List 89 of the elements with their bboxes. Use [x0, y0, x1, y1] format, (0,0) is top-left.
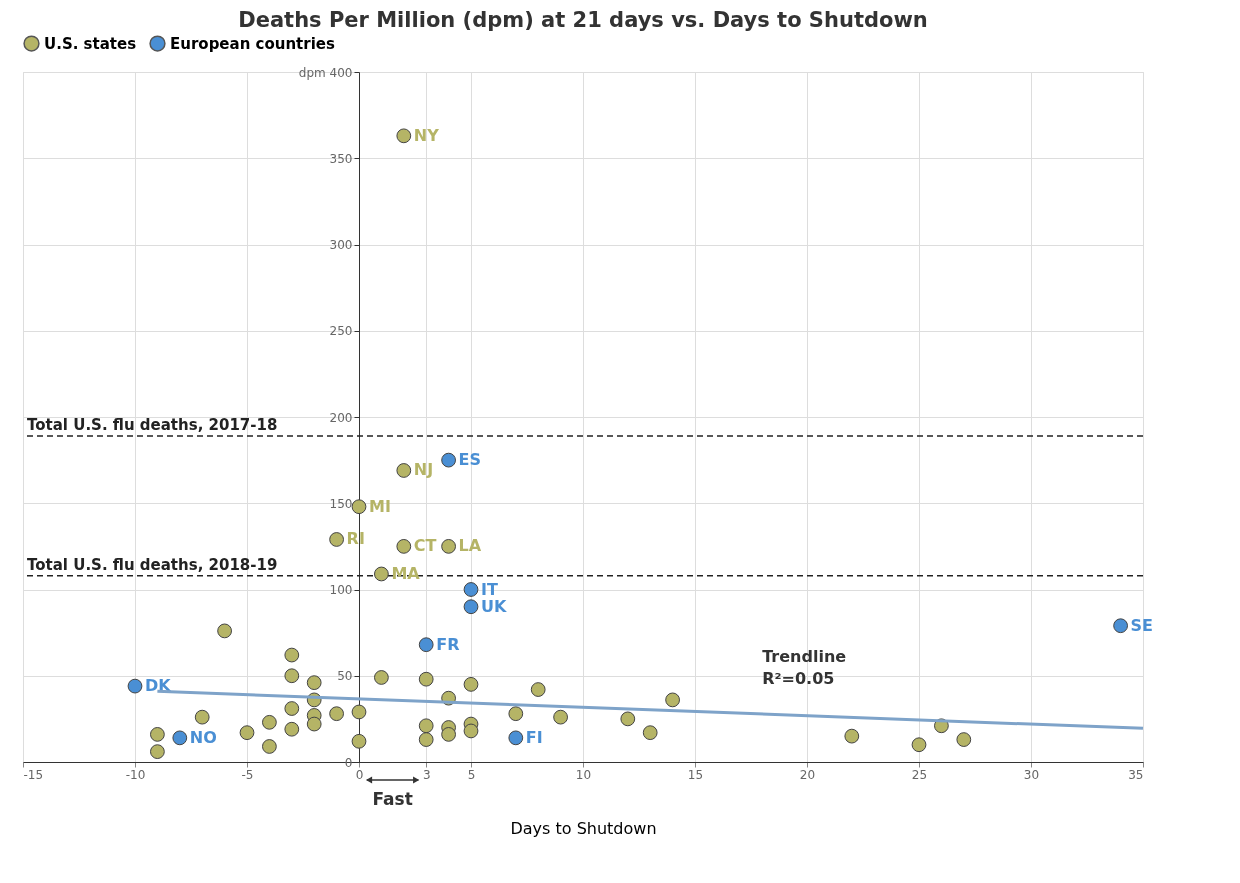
point — [306, 675, 322, 691]
point — [463, 723, 479, 739]
y-tick-label: 150 — [329, 496, 353, 511]
point — [127, 678, 143, 694]
point — [620, 711, 636, 727]
x-tick-label: 10 — [575, 767, 592, 782]
x-tick-label: 15 — [687, 767, 704, 782]
point — [239, 725, 255, 741]
legend-label: European countries — [170, 34, 335, 53]
data-label: CT — [413, 536, 437, 556]
point — [150, 744, 165, 760]
point — [284, 668, 300, 684]
data-label: FI — [525, 727, 543, 747]
x-tick-label: 5 — [467, 767, 476, 782]
point — [396, 128, 412, 144]
data-label: MI — [369, 496, 391, 516]
x-tick-label: -5 — [241, 767, 254, 782]
point — [351, 499, 367, 515]
x-tick-label: 20 — [799, 767, 816, 782]
data-label: NY — [413, 125, 440, 145]
data-label: MA — [391, 563, 421, 583]
point — [262, 739, 277, 754]
y-tick-label: 300 — [329, 238, 353, 252]
point — [553, 709, 568, 725]
point — [150, 727, 165, 742]
x-tick-label: 25 — [911, 767, 928, 782]
point — [911, 737, 927, 753]
data-label: NJ — [413, 460, 434, 480]
point — [508, 706, 524, 722]
x-tick-label: 3 — [422, 767, 431, 782]
x-tick-label: -10 — [125, 767, 146, 782]
point — [194, 709, 210, 725]
point — [284, 721, 300, 737]
ref-line-label: Total U.S. flu deaths, 2018-19 — [27, 555, 278, 574]
y-tick-label: 100 — [329, 583, 353, 597]
point — [418, 732, 434, 747]
data-label: SE — [1130, 615, 1154, 635]
x-tick-label: 0 — [355, 767, 364, 782]
annotation: Trendline R²=0.05 — [762, 647, 847, 689]
data-label: NO — [189, 727, 217, 747]
y-tick-label: dpm 400 — [298, 65, 353, 80]
x-axis-title: Days to Shutdown — [510, 818, 657, 838]
legend-label: U.S. states — [44, 34, 137, 53]
x-tick-label: -15 — [23, 767, 44, 782]
point — [306, 716, 322, 732]
data-label: LA — [458, 536, 482, 556]
point — [262, 714, 277, 730]
y-tick-label: 350 — [329, 151, 353, 166]
point — [418, 718, 434, 734]
point — [329, 706, 344, 722]
point — [441, 727, 456, 742]
chart-title: Deaths Per Million (dpm) at 21 days vs. Days to Shutdown — [238, 8, 928, 32]
point — [396, 463, 412, 478]
point — [329, 532, 344, 547]
data-label: FR — [436, 634, 460, 654]
y-tick-label: 200 — [329, 410, 353, 425]
x-tick-label: 30 — [1023, 767, 1040, 782]
point — [284, 701, 300, 716]
point — [441, 452, 456, 468]
x-tick-label: 35 — [1128, 767, 1144, 782]
point — [463, 677, 479, 692]
point — [396, 539, 412, 554]
point — [508, 730, 524, 746]
point — [956, 732, 972, 747]
point — [642, 725, 658, 741]
point — [284, 647, 300, 663]
point — [530, 682, 546, 697]
point — [1113, 618, 1128, 634]
data-label: DK — [145, 676, 172, 696]
point — [374, 670, 389, 685]
y-tick-label: 50 — [337, 669, 353, 684]
point — [172, 730, 188, 746]
data-label: ES — [458, 450, 482, 470]
point — [665, 692, 680, 708]
point — [351, 733, 367, 749]
point — [217, 623, 232, 639]
y-tick-label: 250 — [329, 324, 353, 339]
data-label: UK — [481, 596, 507, 616]
point — [374, 566, 389, 582]
point — [418, 671, 434, 687]
point — [441, 539, 456, 554]
point — [463, 599, 479, 615]
ref-line-label: Total U.S. flu deaths, 2017-18 — [27, 415, 278, 434]
point — [418, 637, 434, 653]
text: Fast — [372, 789, 413, 809]
point — [463, 582, 479, 597]
point — [351, 704, 367, 720]
point — [844, 728, 860, 744]
data-label: IT — [481, 579, 498, 599]
